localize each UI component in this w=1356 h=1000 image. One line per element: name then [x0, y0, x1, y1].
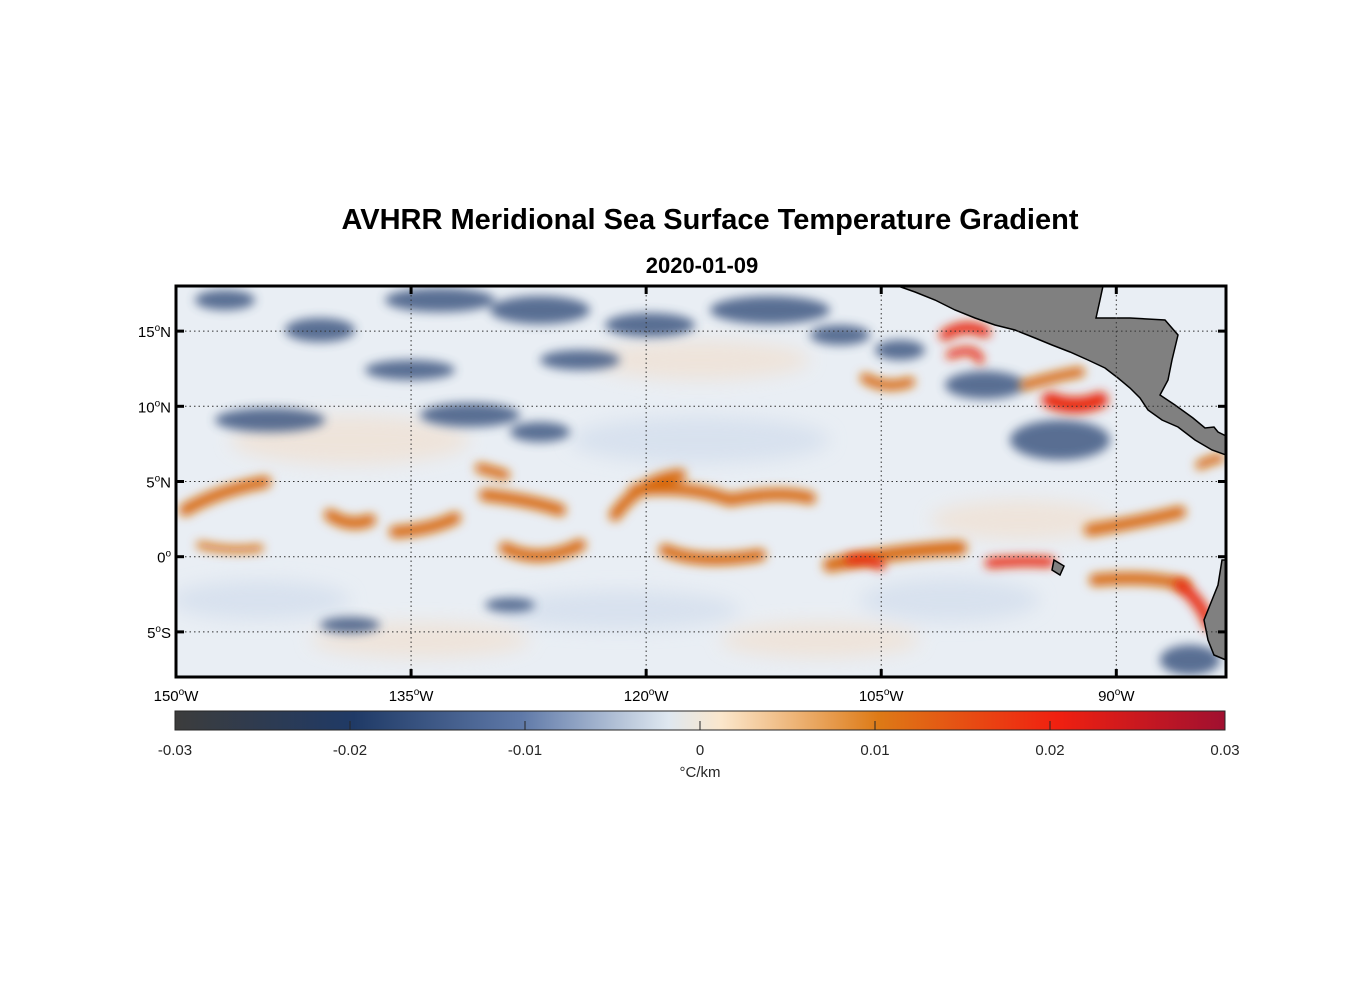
strong-positive-gradient [1042, 392, 1108, 413]
negative-gradient-band [490, 296, 590, 324]
negative-gradient-band [510, 422, 570, 442]
colorbar-tick-label: 0.01 [860, 742, 889, 759]
latitude-tick-label: 0o [157, 549, 171, 567]
map-date-subtitle: 2020-01-09 [645, 253, 759, 278]
longitude-tick-label: 135oW [389, 687, 435, 705]
negative-gradient-band [485, 598, 535, 612]
negative-gradient-band [320, 617, 380, 633]
negative-gradient-band [810, 325, 870, 345]
positive-gradient-band [860, 373, 915, 391]
negative-gradient-band [605, 313, 695, 337]
latitude-axis: 15oN 10oN 5oN 0o 5oS [138, 323, 1226, 642]
negative-gradient-band [1160, 645, 1220, 675]
negative-gradient-band [195, 290, 255, 310]
negative-gradient-band [540, 350, 620, 370]
colorbar-tick-label: -0.03 [158, 742, 192, 759]
longitude-axis: 150oW 135oW 120oW 105oW 90oW [154, 286, 1135, 705]
latitude-tick-label: 10oN [138, 398, 171, 416]
negative-gradient-band [1010, 420, 1110, 460]
positive-gradient-band [1089, 572, 1191, 591]
positive-gradient-band [499, 539, 586, 562]
negative-gradient-band [365, 360, 455, 380]
longitude-tick-label: 105oW [859, 687, 905, 705]
colorbar-tick-label: 0.03 [1210, 742, 1239, 759]
longitude-tick-label: 150oW [154, 687, 200, 705]
strong-positive-gradient [845, 554, 885, 570]
longitude-tick-label: 90oW [1098, 687, 1135, 705]
negative-gradient-band [285, 318, 355, 342]
pale-blue-patch [570, 416, 830, 464]
positive-gradient-band [1020, 367, 1085, 390]
strong-positive-gradient [946, 347, 984, 364]
pale-orange-patch [590, 340, 810, 380]
positive-gradient-band [1195, 453, 1225, 470]
colorbar-tick-label: 0 [696, 742, 704, 759]
negative-gradient-band [215, 408, 325, 432]
positive-gradient-band [324, 509, 376, 530]
land-mass [897, 286, 1226, 661]
pale-blue-patch [860, 578, 1040, 622]
positive-gradient-band [196, 541, 264, 553]
positive-gradient-band [724, 488, 816, 506]
latitude-tick-label: 5oN [146, 474, 171, 492]
positive-gradient-band [179, 476, 271, 516]
pale-blue-patch [500, 590, 740, 630]
negative-gradient-band [385, 288, 495, 312]
colorbar-units-label: °C/km [679, 764, 721, 781]
positive-gradient-band [1084, 506, 1186, 536]
negative-gradient-band [710, 296, 830, 324]
sst-gradient-field [176, 286, 1226, 677]
longitude-tick-label: 120oW [624, 687, 670, 705]
positive-gradient-band [475, 463, 510, 480]
colorbar-tick-label: -0.01 [508, 742, 542, 759]
map-title: AVHRR Meridional Sea Surface Temperature… [341, 204, 1079, 236]
strong-positive-gradient [939, 322, 991, 341]
negative-gradient-band [945, 371, 1025, 399]
pale-blue-patch [176, 580, 350, 620]
latitude-tick-label: 15oN [138, 323, 171, 341]
strong-positive-gradient [985, 556, 1055, 568]
negative-gradient-band [875, 340, 925, 360]
pale-orange-patch [930, 500, 1110, 540]
positive-gradient-band [479, 489, 566, 516]
latitude-tick-label: 5oS [147, 624, 171, 642]
positive-gradient-band [389, 512, 461, 538]
negative-gradient-band [420, 403, 520, 427]
colorbar-ticks: -0.03 -0.02 -0.01 0 0.01 0.02 0.03 [158, 721, 1240, 759]
pale-orange-patch [720, 622, 920, 658]
colorbar-tick-label: 0.02 [1035, 742, 1064, 759]
colorbar-tick-label: -0.02 [333, 742, 367, 759]
